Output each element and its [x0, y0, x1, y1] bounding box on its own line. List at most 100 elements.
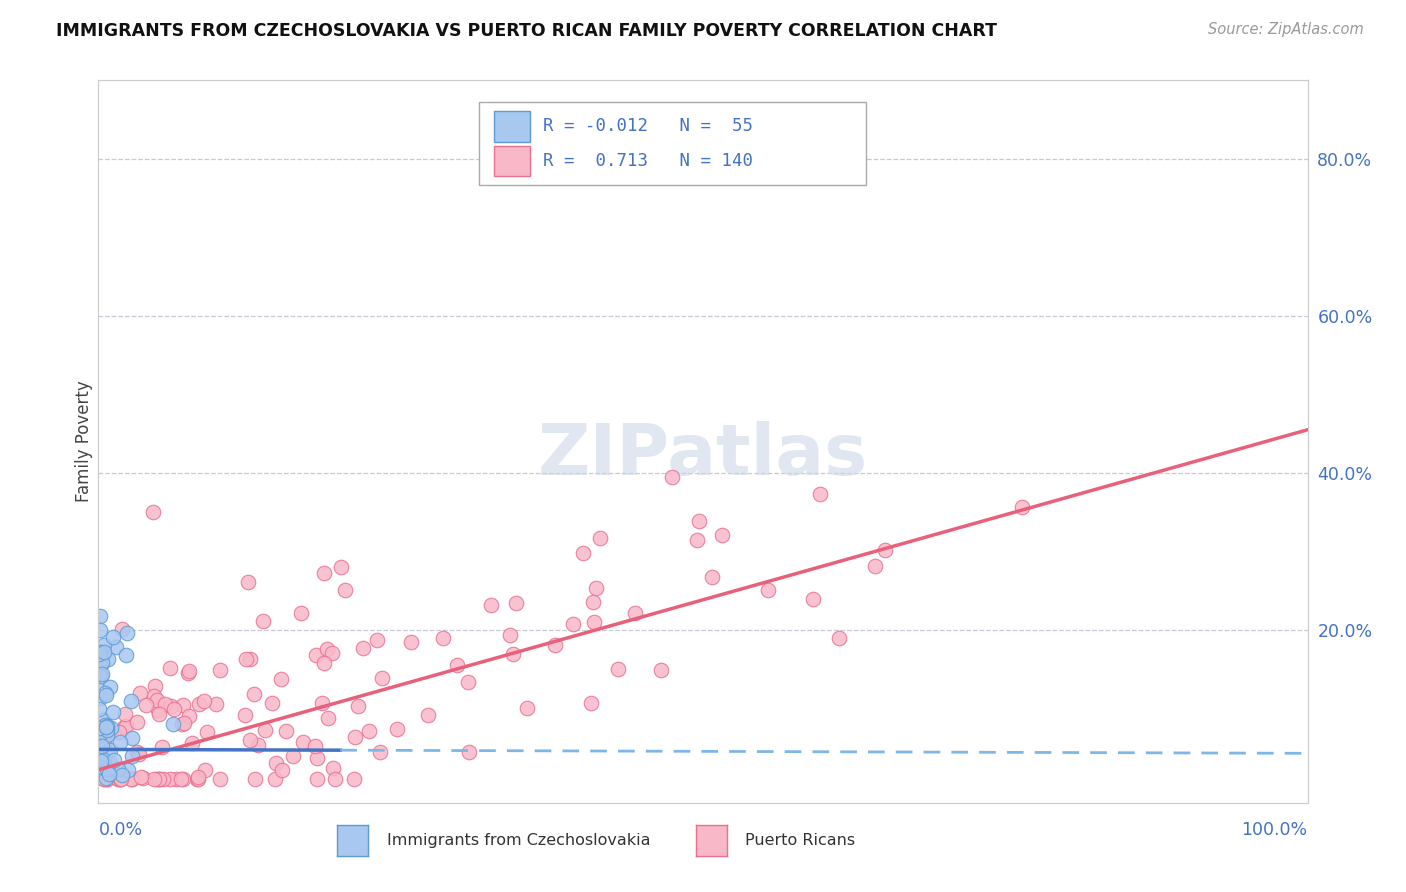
Point: [710, 527, 733, 541]
Point: [180, 736, 202, 750]
Point: [343, 772, 366, 787]
Point: [235, 652, 257, 666]
Point: [96, 723, 118, 738]
Y-axis label: Family Poverty: Family Poverty: [75, 381, 93, 502]
Point: [271, 763, 294, 777]
Point: [650, 663, 672, 677]
Point: [115, 626, 138, 640]
Point: [260, 697, 283, 711]
Point: [808, 487, 831, 501]
Point: [159, 772, 181, 787]
Point: [205, 698, 228, 712]
Point: [107, 772, 129, 787]
Point: [89, 690, 111, 705]
Point: [114, 706, 136, 721]
Point: [281, 749, 304, 764]
Point: [416, 707, 439, 722]
Point: [155, 697, 177, 711]
Point: [371, 671, 394, 685]
Point: [188, 697, 211, 711]
Point: [827, 631, 849, 645]
Point: [129, 686, 152, 700]
Text: Source: ZipAtlas.com: Source: ZipAtlas.com: [1208, 22, 1364, 37]
Point: [120, 694, 142, 708]
Point: [89, 652, 111, 666]
Point: [311, 696, 333, 710]
Point: [458, 745, 481, 759]
Point: [263, 772, 285, 787]
Point: [366, 633, 388, 648]
Point: [432, 632, 454, 646]
Point: [172, 698, 194, 712]
Text: Immigrants from Czechoslovakia: Immigrants from Czechoslovakia: [387, 833, 650, 847]
Point: [91, 667, 114, 681]
Point: [90, 760, 112, 774]
Point: [314, 657, 336, 671]
Point: [195, 724, 218, 739]
Point: [254, 723, 277, 737]
Point: [572, 546, 595, 560]
Point: [93, 645, 115, 659]
Point: [243, 772, 266, 787]
Point: [148, 772, 170, 787]
Text: Puerto Ricans: Puerto Ricans: [745, 833, 855, 847]
Point: [163, 702, 186, 716]
Point: [98, 756, 121, 770]
Point: [89, 645, 111, 659]
Text: 0.0%: 0.0%: [98, 822, 142, 839]
Point: [316, 711, 339, 725]
Point: [544, 638, 567, 652]
Point: [143, 690, 166, 704]
Point: [93, 753, 115, 767]
Point: [270, 672, 292, 686]
Point: [108, 734, 131, 748]
Point: [165, 772, 187, 787]
Point: [209, 772, 232, 787]
Point: [305, 772, 328, 787]
Point: [96, 728, 118, 742]
Point: [90, 760, 112, 774]
Point: [582, 615, 605, 630]
Point: [801, 592, 824, 607]
Point: [179, 709, 201, 723]
Point: [446, 658, 468, 673]
Point: [623, 606, 645, 620]
Point: [589, 531, 612, 545]
Point: [93, 736, 115, 750]
Point: [502, 647, 524, 661]
Point: [177, 665, 200, 679]
Point: [343, 730, 366, 744]
Point: [90, 655, 112, 669]
Point: [173, 716, 195, 731]
Point: [93, 771, 115, 785]
Point: [108, 772, 131, 787]
Point: [321, 646, 343, 660]
Point: [143, 679, 166, 693]
Point: [186, 772, 208, 787]
Point: [233, 708, 256, 723]
Point: [94, 686, 117, 700]
Point: [585, 581, 607, 595]
Point: [121, 731, 143, 745]
Point: [125, 715, 148, 730]
Point: [246, 738, 269, 752]
Point: [148, 707, 170, 722]
Text: ZIPatlas: ZIPatlas: [538, 422, 868, 491]
Point: [135, 698, 157, 712]
Point: [315, 642, 337, 657]
Point: [110, 772, 132, 787]
Point: [505, 596, 527, 610]
Point: [239, 651, 262, 665]
FancyBboxPatch shape: [494, 112, 530, 142]
Point: [305, 751, 328, 765]
Point: [142, 772, 165, 787]
Point: [457, 674, 479, 689]
Point: [117, 764, 139, 778]
Point: [292, 735, 315, 749]
Point: [194, 764, 217, 778]
Point: [162, 717, 184, 731]
Point: [170, 717, 193, 731]
Point: [132, 771, 155, 785]
Point: [170, 772, 193, 787]
Point: [159, 660, 181, 674]
